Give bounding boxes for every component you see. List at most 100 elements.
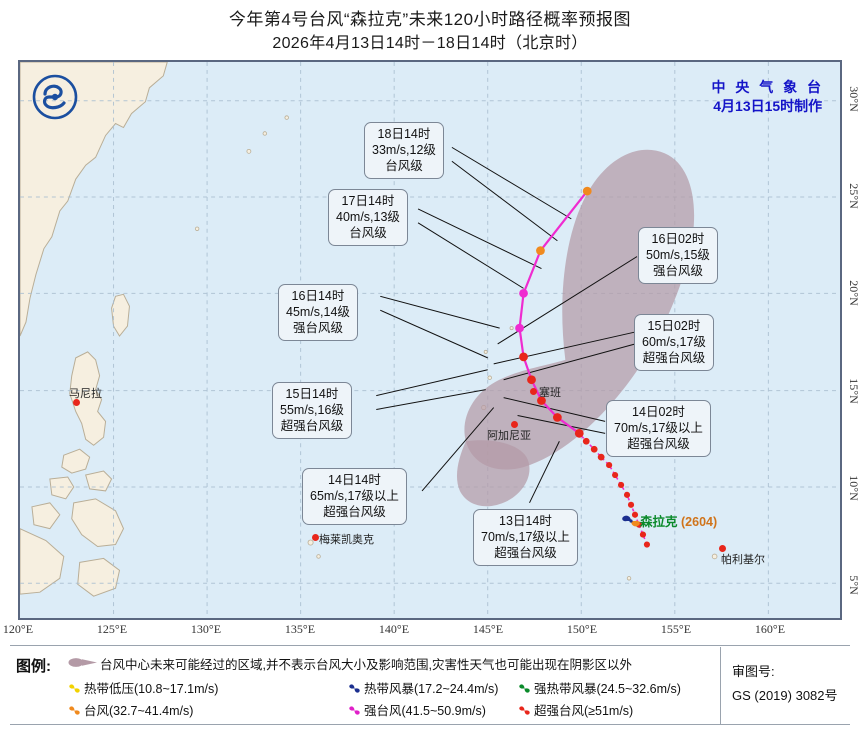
island-dot-4 [487, 375, 492, 380]
legend-title: 图例: [16, 658, 51, 675]
callout-category: 强台风级 [292, 321, 343, 335]
legend-item-label: 热带低压(10.8~17.1m/s) [84, 682, 219, 696]
city-dot-icon [719, 545, 726, 552]
island-dot-9 [246, 148, 252, 154]
island-dot-10 [262, 131, 267, 136]
callout-wind: 70m/s,17级以上 [614, 421, 703, 435]
leader-15-02 [493, 331, 636, 365]
leader-aux-5 [517, 414, 606, 434]
x-tick-label: 130°E [190, 622, 222, 636]
callout-time: 14日02时 [632, 405, 685, 419]
taiwan-landmass [111, 293, 130, 337]
storm-track-layer [515, 186, 651, 548]
city-label: 梅莱凯奥克 [319, 534, 374, 546]
city-dot-icon [73, 399, 80, 406]
probability-shade-icon [68, 658, 97, 667]
probability-cone [464, 149, 695, 470]
callout-wind: 70m/s,17级以上 [481, 530, 570, 544]
island-dot-1 [307, 539, 314, 546]
callout-wind: 55m/s,16级 [280, 403, 344, 417]
page-title: 今年第4号台风“森拉克”未来120小时路径概率预报图 2026年4月13日14时… [0, 8, 860, 56]
island-dot-2 [316, 554, 321, 559]
typhoon-track-map[interactable]: 中 央 气 象 台 4月13日15时制作 18日14时 33m/s,12级 台风… [18, 60, 842, 620]
callout-category: 超强台风级 [494, 546, 557, 560]
callout-category: 台风级 [349, 226, 387, 240]
callout-15-14[interactable]: 15日14时 55m/s,16级 超强台风级 [272, 382, 352, 439]
callout-time: 15日02时 [647, 319, 701, 333]
x-tick-label: 150°E [566, 622, 598, 636]
callout-13-14[interactable]: 13日14时 70m/s,17级以上 超强台风级 [473, 509, 578, 566]
y-tick-label: 20°N [847, 280, 860, 306]
callout-time: 16日14时 [291, 289, 345, 303]
x-tick-label: 125°E [96, 622, 128, 636]
callout-category: 超强台风级 [323, 505, 386, 519]
y-tick-label: 25°N [847, 183, 860, 209]
callout-17-14[interactable]: 17日14时 40m/s,13级 台风级 [328, 189, 408, 246]
callout-category: 超强台风级 [280, 419, 344, 433]
legend-item-severe-tropical-storm: 强热带风暴(24.5~32.6m/s) [518, 678, 681, 697]
point-17-14 [536, 246, 545, 256]
callout-wind: 60m/s,17级 [642, 335, 706, 349]
review-number-block: 审图号: GS (2019) 3082号 [732, 660, 838, 708]
x-tick-label: 145°E [472, 622, 504, 636]
callout-16-02[interactable]: 16日02时 50m/s,15级 强台风级 [638, 227, 718, 284]
callout-time: 15日14时 [285, 387, 339, 401]
callout-16-14[interactable]: 16日14时 45m/s,14级 强台风级 [278, 284, 358, 341]
callout-14-14[interactable]: 14日14时 65m/s,17级以上 超强台风级 [302, 468, 407, 525]
philippines-island-6 [31, 502, 61, 530]
storm-name-text: 森拉克 [640, 515, 678, 529]
title-line-1: 今年第4号台风“森拉克”未来120小时路径概率预报图 [228, 10, 632, 29]
callout-18-14[interactable]: 18日14时 33m/s,12级 台风级 [364, 122, 444, 179]
forecast-track-points [515, 186, 592, 438]
leader-14-02 [503, 397, 606, 422]
callout-wind: 50m/s,15级 [646, 248, 710, 262]
legend-item-severe-typhoon: 强台风(41.5~50.9m/s) [348, 700, 486, 719]
leader-14-14 [421, 407, 495, 492]
callout-time: 14日14时 [328, 473, 381, 487]
leader-18-14 [451, 146, 572, 220]
legend-divider [720, 647, 721, 725]
watermark-produced: 4月13日15时制作 [713, 98, 823, 114]
legend-item-super-typhoon: 超强台风(≥51m/s) [518, 700, 633, 719]
watermark: 中 央 气 象 台 4月13日15时制作 [711, 78, 824, 116]
callout-time: 16日02时 [651, 232, 705, 246]
leader-aux-2 [376, 389, 486, 410]
city-label: 阿加尼亚 [487, 430, 531, 442]
title-line-2: 2026年4月13日14时－18日14时（北京时） [272, 35, 588, 52]
leader-aux-6 [503, 343, 636, 381]
legend-item-typhoon: 台风(32.7~41.4m/s) [68, 700, 193, 719]
cma-logo-icon [32, 74, 78, 120]
legend-item-tropical-depression: 热带低压(10.8~17.1m/s) [68, 678, 218, 697]
legend-panel: 图例: 台风中心未来可能经过的区域,并不表示台风大小及影响范围,灾害性天气也可能… [10, 645, 850, 725]
review-number: GS (2019) 3082号 [732, 688, 838, 703]
luzon-landmass [69, 351, 107, 446]
legend-item-label: 热带风暴(17.2~24.4m/s) [364, 682, 499, 696]
island-dot-6 [509, 326, 514, 331]
leader-17-14 [417, 208, 542, 269]
asia-landmass [20, 62, 168, 337]
leader-aux-4 [451, 160, 558, 242]
island-dot-8 [626, 576, 632, 581]
x-tick-label: 120°E [2, 622, 34, 636]
callout-category: 超强台风级 [627, 437, 690, 451]
y-tick-label: 5°N [847, 575, 860, 595]
leader-aux-1 [380, 309, 488, 359]
city-dot-icon [511, 421, 518, 428]
tropical-storm-icon [349, 684, 360, 693]
philippines-island-5 [71, 498, 125, 548]
city-label: 帕利基尔 [721, 554, 765, 566]
y-tick-label: 30°N [847, 86, 860, 112]
severe-tropical-storm-icon [519, 684, 530, 693]
philippines-island-4 [49, 476, 75, 500]
tropical-depression-icon [69, 684, 80, 693]
x-tick-label: 160°E [754, 622, 786, 636]
callout-time: 18日14时 [377, 127, 431, 141]
point-16-02 [515, 323, 524, 333]
super-typhoon-icon [519, 706, 530, 715]
callout-15-02[interactable]: 15日02时 60m/s,17级 超强台风级 [634, 314, 714, 371]
legend-shade-note: 台风中心未来可能经过的区域,并不表示台风大小及影响范围,灾害性天气也可能出现在阴… [100, 658, 632, 672]
city-label: 马尼拉 [69, 388, 102, 400]
callout-14-02[interactable]: 14日02时 70m/s,17级以上 超强台风级 [606, 400, 711, 457]
longitude-axis: 120°E 125°E 130°E 135°E 140°E 145°E 150°… [3, 622, 842, 644]
leader-aux-3 [417, 222, 524, 289]
